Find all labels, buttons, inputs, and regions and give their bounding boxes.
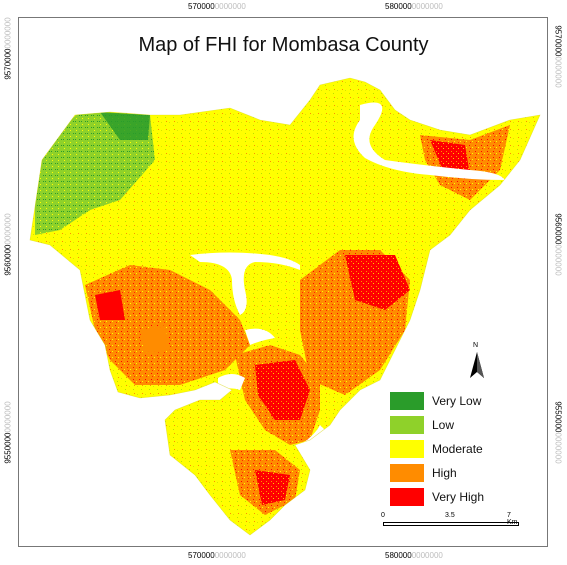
legend-swatch	[390, 440, 424, 458]
legend-item-high: High	[390, 462, 484, 484]
legend-label: Very Low	[432, 394, 482, 408]
legend-label: Moderate	[432, 442, 483, 456]
legend-swatch	[390, 392, 424, 410]
legend-swatch	[390, 464, 424, 482]
legend-item-low: Low	[390, 414, 484, 436]
legend: Very Low Low Moderate High Very High	[390, 390, 484, 510]
legend-item-very-low: Very Low	[390, 390, 484, 412]
grid-label-top-570000: 5700000000000	[188, 2, 246, 11]
legend-label: High	[432, 466, 457, 480]
legend-item-moderate: Moderate	[390, 438, 484, 460]
legend-swatch	[390, 416, 424, 434]
legend-label: Low	[432, 418, 455, 432]
scale-bar-line	[383, 522, 519, 526]
grid-label-top-580000: 5800000000000	[385, 2, 443, 11]
legend-swatch	[390, 488, 424, 506]
north-arrow-label: N	[473, 342, 479, 349]
legend-label: Very High	[432, 490, 485, 504]
legend-item-very-high: Very High	[390, 486, 484, 508]
map-title: Map of FHI for Mombasa County	[138, 34, 429, 56]
grid-label-bottom-570000: 5700000000000	[188, 551, 246, 560]
scale-tick-0: 0	[381, 512, 385, 519]
scale-tick-mid: 3.5	[445, 512, 455, 519]
grid-label-bottom-580000: 5800000000000	[385, 551, 443, 560]
